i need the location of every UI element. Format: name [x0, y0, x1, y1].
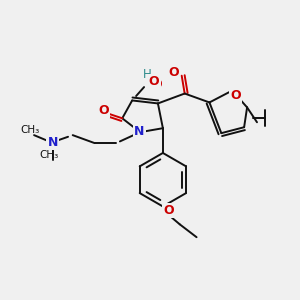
Text: O: O: [169, 66, 179, 79]
Text: CH₃: CH₃: [39, 150, 58, 160]
Text: N: N: [48, 136, 58, 148]
Text: O: O: [230, 89, 241, 102]
Text: O: O: [164, 204, 174, 217]
Text: O: O: [149, 75, 159, 88]
Text: H: H: [148, 74, 156, 84]
Text: O: O: [164, 204, 174, 217]
Text: N: N: [134, 125, 144, 138]
Text: O: O: [98, 104, 109, 117]
Text: O: O: [230, 89, 241, 102]
Text: H: H: [143, 68, 152, 81]
Text: CH₃: CH₃: [20, 125, 40, 135]
Text: O: O: [169, 66, 179, 79]
Text: N: N: [134, 125, 144, 138]
Text: O: O: [98, 104, 109, 117]
Text: O: O: [152, 78, 162, 91]
Text: N: N: [48, 136, 58, 148]
